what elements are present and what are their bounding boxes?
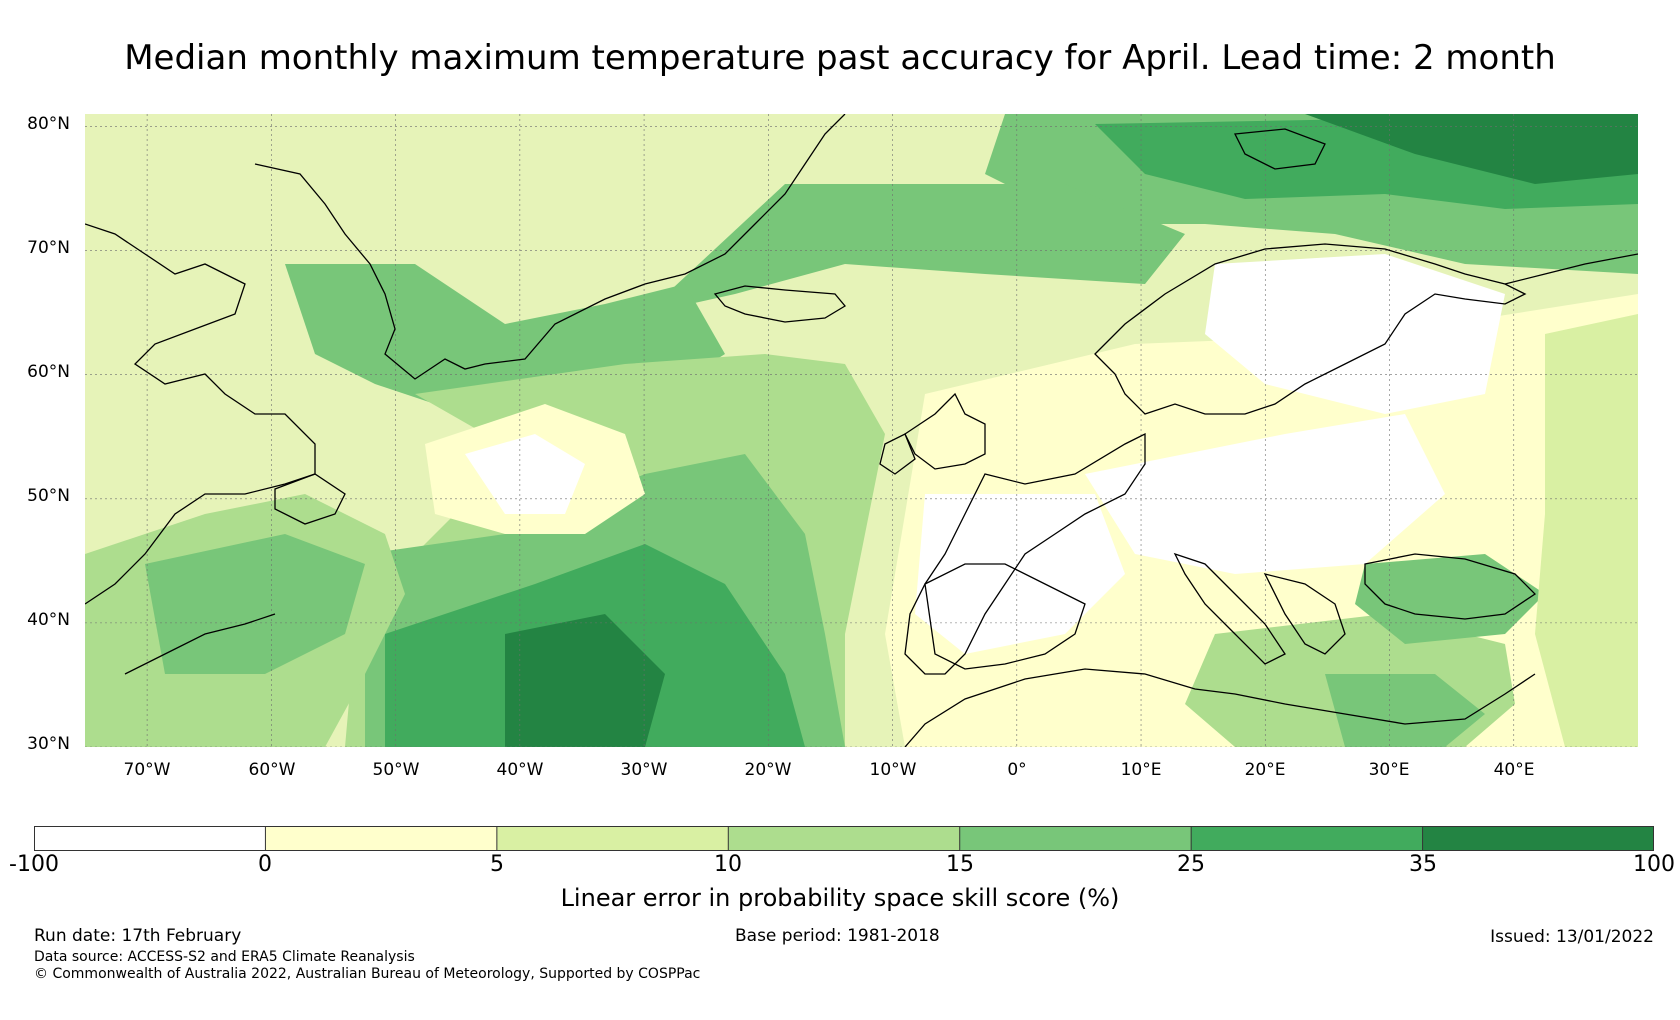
lat-label-30n: 30°N <box>27 734 70 754</box>
map-canvas <box>85 114 1638 747</box>
lat-label-50n: 50°N <box>27 486 70 506</box>
region-east-edge <box>1535 314 1638 747</box>
colorbar-segment-3 <box>728 826 960 851</box>
lon-label-60w: 60°W <box>248 760 296 780</box>
run-date: Run date: 17th February <box>34 926 242 946</box>
skill-regions <box>85 114 1638 747</box>
colorbar-tick-25: 25 <box>1177 852 1205 877</box>
coastline-iberia <box>924 563 1086 670</box>
colorbar-segment-5 <box>1191 826 1423 851</box>
colorbar-tick-15: 15 <box>946 852 974 877</box>
coastlines <box>85 114 1638 747</box>
colorbar <box>34 826 1654 851</box>
colorbar-tick-0: 0 <box>258 852 272 877</box>
lon-label-50w: 50°W <box>372 760 420 780</box>
lon-label-40e: 40°E <box>1493 760 1535 780</box>
colorbar-segment-4 <box>959 826 1192 851</box>
lat-label-80n: 80°N <box>27 114 70 134</box>
lat-label-60n: 60°N <box>27 362 70 382</box>
coastline-greenland <box>254 114 846 380</box>
region-nova-scotia <box>145 534 365 674</box>
skill-score-map <box>85 114 1638 747</box>
copyright: © Commonwealth of Australia 2022, Austra… <box>34 966 701 982</box>
lon-label-30w: 30°W <box>620 760 668 780</box>
base-period: Base period: 1981-2018 <box>735 926 940 946</box>
issued-date: Issued: 13/01/2022 <box>1490 927 1654 947</box>
colorbar-tick-35: 35 <box>1409 852 1437 877</box>
colorbar-segment-2 <box>496 826 729 851</box>
lon-label-0: 0° <box>1007 760 1027 780</box>
chart-title: Median monthly maximum temperature past … <box>124 38 1556 78</box>
lat-label-40n: 40°N <box>27 610 70 630</box>
coastline-svalbard <box>1233 128 1326 170</box>
colorbar-segment-1 <box>265 826 497 851</box>
colorbar-label: Linear error in probability space skill … <box>560 884 1120 912</box>
coastline-italy <box>1173 552 1286 665</box>
coastline-russia-north <box>1504 253 1638 285</box>
coastline-british-isles <box>904 392 986 470</box>
region-black-sea <box>1355 554 1545 644</box>
lon-label-20w: 20°W <box>744 760 792 780</box>
lat-label-70n: 70°N <box>27 238 70 258</box>
coastline-nova-scotia <box>124 613 276 675</box>
coastline-ireland <box>879 433 916 475</box>
colorbar-tick-10: 10 <box>714 852 742 877</box>
coastline-north-africa <box>904 668 1536 747</box>
lon-label-10e: 10°E <box>1120 760 1162 780</box>
coastline-labrador <box>85 223 316 605</box>
colorbar-border <box>34 826 1654 851</box>
lon-label-70w: 70°W <box>123 760 171 780</box>
coastline-western-europe <box>904 432 1146 675</box>
colorbar-segment-6 <box>1422 826 1654 851</box>
region-barents-top <box>1305 114 1638 184</box>
region-norwegian-sea <box>645 184 1185 314</box>
data-source: Data source: ACCESS-S2 and ERA5 Climate … <box>34 949 415 965</box>
coastline-balkans <box>1263 573 1346 655</box>
colorbar-tick-5: 5 <box>490 852 504 877</box>
lon-label-30e: 30°E <box>1368 760 1410 780</box>
region-white-mid <box>465 434 585 514</box>
region-iberia-white <box>915 494 1125 654</box>
region-med-east <box>1325 674 1485 747</box>
colorbar-tick-100: 100 <box>1633 852 1675 877</box>
region-atlantic-core <box>505 614 665 747</box>
coastline-iceland <box>713 285 846 323</box>
lon-label-10w: 10°W <box>869 760 917 780</box>
lon-label-40w: 40°W <box>496 760 544 780</box>
coastline-black-sea <box>1364 553 1537 620</box>
colorbar-segment-0 <box>34 826 266 851</box>
graticule <box>85 114 1638 747</box>
lon-label-20e: 20°E <box>1244 760 1286 780</box>
coastline-newfoundland <box>274 473 346 525</box>
coastline-scandinavia <box>1094 243 1527 415</box>
region-scandinavia-white <box>1205 254 1505 414</box>
colorbar-tick-m100: -100 <box>9 852 59 877</box>
